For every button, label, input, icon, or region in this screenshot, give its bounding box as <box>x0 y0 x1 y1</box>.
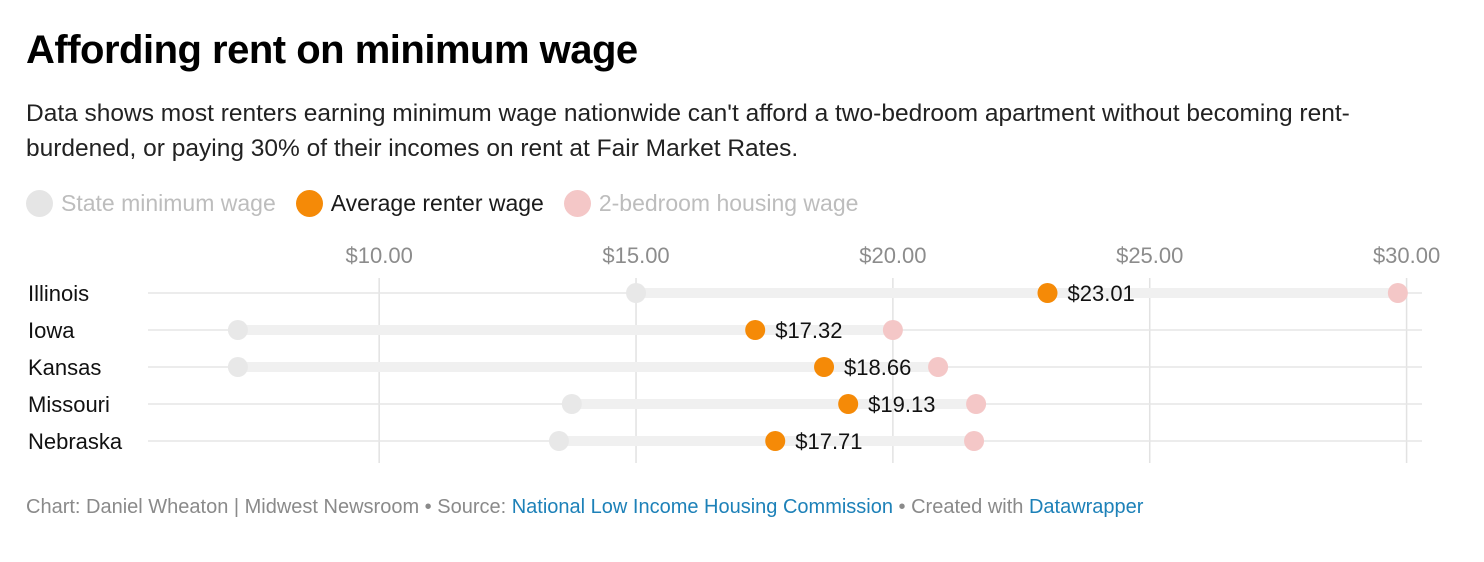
average-renter-wage-label: $23.01 <box>1068 281 1135 306</box>
footer-credit: Chart: Daniel Wheaton | Midwest Newsroom… <box>26 496 512 518</box>
datawrapper-link[interactable]: Datawrapper <box>1028 496 1144 518</box>
state-minimum-wage-dot <box>227 320 248 340</box>
legend-label: State minimum wage <box>61 189 276 216</box>
range-dot-chart: $10.00 $15.00 $20.00 $25.00 $30.00 Illinois $2… <box>28 243 1440 463</box>
state-minimum-wage-dot <box>227 357 248 377</box>
housing-wage-dot <box>964 431 985 451</box>
legend-item-average-renter-wage[interactable]: Average renter wage <box>295 189 544 217</box>
average-renter-wage-dot <box>1037 283 1058 303</box>
legend-swatch <box>295 189 323 217</box>
x-tick-label: $10.00 <box>346 243 413 268</box>
row-label: Missouri <box>28 392 110 417</box>
x-tick-label: $25.00 <box>1116 243 1183 268</box>
legend-label: Average renter wage <box>330 189 544 216</box>
x-tick-label: $15.00 <box>602 243 669 268</box>
average-renter-wage-dot <box>745 320 766 340</box>
average-renter-wage-dot <box>814 357 835 377</box>
average-renter-wage-label: $17.32 <box>775 318 842 343</box>
average-renter-wage-label: $17.71 <box>795 429 862 454</box>
housing-wage-dot <box>882 320 903 340</box>
state-minimum-wage-dot <box>626 283 647 303</box>
row-label: Kansas <box>28 355 101 380</box>
average-renter-wage-dot <box>838 394 859 414</box>
legend-item-2-bedroom-housing-wage[interactable]: 2-bedroom housing wage <box>563 189 859 217</box>
average-renter-wage-dot <box>765 431 786 451</box>
row-label: Iowa <box>28 318 75 343</box>
legend-label: 2-bedroom housing wage <box>598 189 859 216</box>
row-label: Nebraska <box>28 429 123 454</box>
legend: State minimum wage Average renter wage 2… <box>26 186 878 220</box>
x-tick-label: $20.00 <box>859 243 926 268</box>
source-link[interactable]: National Low Income Housing Commission <box>511 496 893 518</box>
chart-description: Data shows most renters earning minimum … <box>26 100 1350 162</box>
housing-wage-dot <box>966 394 987 414</box>
average-renter-wage-label: $18.66 <box>844 355 911 380</box>
x-tick-label: $30.00 <box>1373 243 1440 268</box>
average-renter-wage-label: $19.13 <box>868 392 935 417</box>
chart-footer: Chart: Daniel Wheaton | Midwest Newsroom… <box>26 496 1143 519</box>
legend-item-state-minimum-wage[interactable]: State minimum wage <box>26 189 276 217</box>
legend-swatch <box>563 189 591 217</box>
row-label: Illinois <box>28 281 89 306</box>
footer-created: • Created with <box>893 496 1029 518</box>
housing-wage-dot <box>928 357 949 377</box>
state-minimum-wage-dot <box>561 394 582 414</box>
housing-wage-dot <box>1387 283 1408 303</box>
legend-swatch <box>26 189 53 217</box>
chart-title: Affording rent on minimum wage <box>26 28 638 72</box>
state-minimum-wage-dot <box>548 431 569 451</box>
